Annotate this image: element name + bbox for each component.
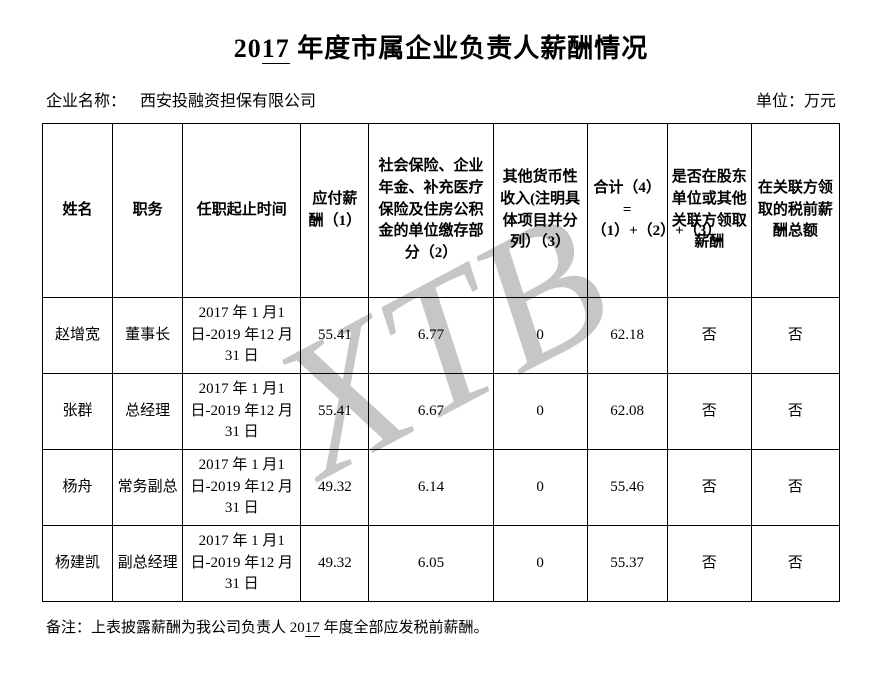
cell-social: 6.05 <box>369 526 493 602</box>
note-year: 17 <box>305 620 320 637</box>
cell-name: 张群 <box>43 374 113 450</box>
cell-name: 杨舟 <box>43 450 113 526</box>
footnote: 备注：上表披露薪酬为我公司负责人 2017 年度全部应发税前薪酬。 <box>42 616 840 637</box>
company-label: 企业名称： <box>46 87 126 111</box>
salary-table: 姓名职务任职起止时间应付薪酬（1）社会保险、企业年金、补充医疗保险及住房公积金的… <box>42 123 840 602</box>
cell-social: 6.67 <box>369 374 493 450</box>
meta-row: 企业名称： 西安投融资担保有限公司 单位：万元 <box>42 87 840 111</box>
col-header-1: 职务 <box>113 124 183 298</box>
cell-social: 6.77 <box>369 298 493 374</box>
col-header-4: 社会保险、企业年金、补充医疗保险及住房公积金的单位缴存部分（2） <box>369 124 493 298</box>
cell-name: 赵增宽 <box>43 298 113 374</box>
col-header-6: 合计（4）=（1）+（2）+（3） <box>587 124 667 298</box>
page-title: 2017 年度市属企业负责人薪酬情况 <box>42 28 840 65</box>
col-header-0: 姓名 <box>43 124 113 298</box>
cell-pay: 55.41 <box>301 374 369 450</box>
cell-related: 否 <box>751 374 839 450</box>
cell-related: 否 <box>751 526 839 602</box>
cell-position: 常务副总 <box>113 450 183 526</box>
cell-other: 0 <box>493 450 587 526</box>
table-header-row: 姓名职务任职起止时间应付薪酬（1）社会保险、企业年金、补充医疗保险及住房公积金的… <box>43 124 840 298</box>
table-row: 杨建凯副总经理2017 年 1 月1 日-2019 年12 月 31 日49.3… <box>43 526 840 602</box>
cell-pay: 49.32 <box>301 526 369 602</box>
cell-name: 杨建凯 <box>43 526 113 602</box>
meta-left: 企业名称： 西安投融资担保有限公司 <box>46 87 316 111</box>
title-suffix: 年度市属企业负责人薪酬情况 <box>290 34 649 63</box>
cell-term: 2017 年 1 月1 日-2019 年12 月 31 日 <box>183 298 301 374</box>
title-year: 17 <box>262 34 290 64</box>
note-prefix: 备注：上表披露薪酬为我公司负责人 20 <box>46 620 305 636</box>
col-header-3: 应付薪酬（1） <box>301 124 369 298</box>
table-row: 张群总经理2017 年 1 月1 日-2019 年12 月 31 日55.416… <box>43 374 840 450</box>
cell-other: 0 <box>493 374 587 450</box>
unit-label: 单位：万元 <box>756 87 836 111</box>
cell-social: 6.14 <box>369 450 493 526</box>
cell-related: 否 <box>751 450 839 526</box>
cell-pay: 49.32 <box>301 450 369 526</box>
title-prefix: 20 <box>234 34 262 63</box>
cell-shareholder: 否 <box>667 526 751 602</box>
cell-position: 副总经理 <box>113 526 183 602</box>
cell-total: 55.37 <box>587 526 667 602</box>
cell-total: 62.18 <box>587 298 667 374</box>
cell-term: 2017 年 1 月1 日-2019 年12 月 31 日 <box>183 374 301 450</box>
note-suffix: 年度全部应发税前薪酬。 <box>320 620 489 636</box>
table-row: 杨舟常务副总2017 年 1 月1 日-2019 年12 月 31 日49.32… <box>43 450 840 526</box>
cell-position: 总经理 <box>113 374 183 450</box>
cell-term: 2017 年 1 月1 日-2019 年12 月 31 日 <box>183 526 301 602</box>
cell-position: 董事长 <box>113 298 183 374</box>
cell-term: 2017 年 1 月1 日-2019 年12 月 31 日 <box>183 450 301 526</box>
cell-pay: 55.41 <box>301 298 369 374</box>
cell-total: 55.46 <box>587 450 667 526</box>
document-page: 2017 年度市属企业负责人薪酬情况 企业名称： 西安投融资担保有限公司 单位：… <box>0 0 882 657</box>
col-header-7: 是否在股东单位或其他关联方领取薪酬 <box>667 124 751 298</box>
cell-other: 0 <box>493 526 587 602</box>
table-row: 赵增宽董事长2017 年 1 月1 日-2019 年12 月 31 日55.41… <box>43 298 840 374</box>
company-name: 西安投融资担保有限公司 <box>140 87 316 111</box>
cell-other: 0 <box>493 298 587 374</box>
cell-shareholder: 否 <box>667 298 751 374</box>
cell-related: 否 <box>751 298 839 374</box>
col-header-8: 在关联方领取的税前薪酬总额 <box>751 124 839 298</box>
cell-shareholder: 否 <box>667 374 751 450</box>
cell-shareholder: 否 <box>667 450 751 526</box>
col-header-2: 任职起止时间 <box>183 124 301 298</box>
col-header-5: 其他货币性收入(注明具体项目并分列）（3） <box>493 124 587 298</box>
cell-total: 62.08 <box>587 374 667 450</box>
